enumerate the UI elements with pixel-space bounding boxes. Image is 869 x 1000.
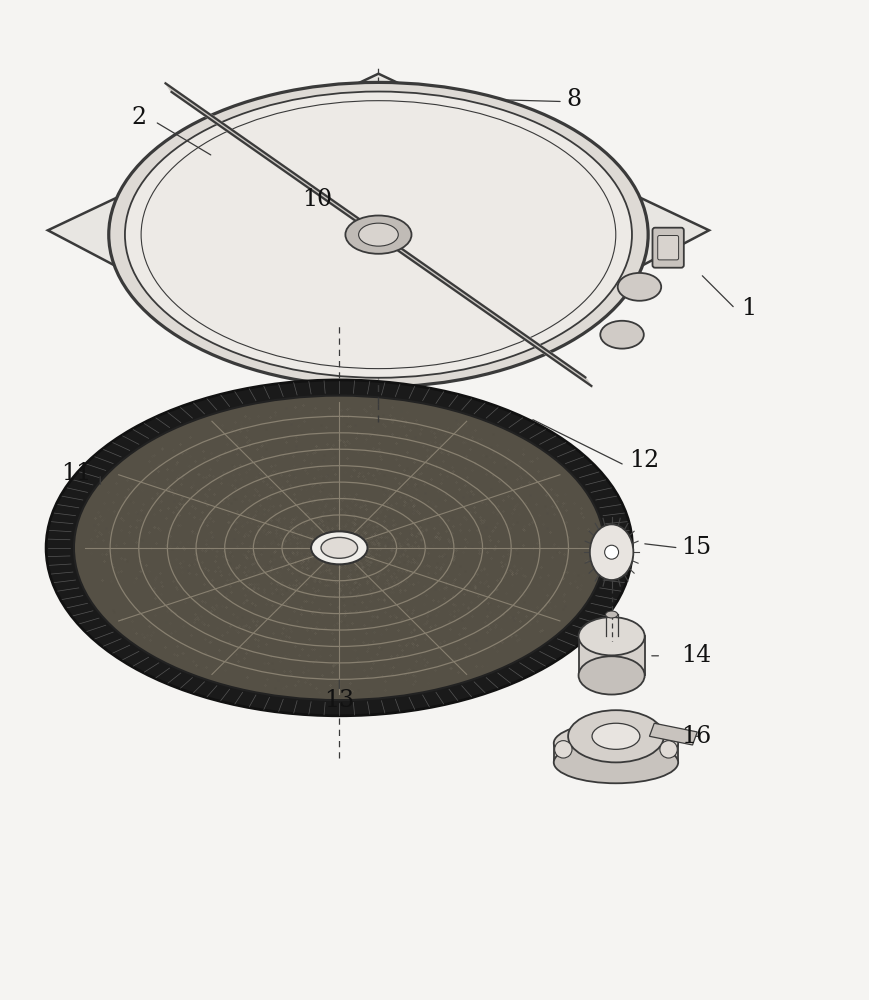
Polygon shape [164, 82, 592, 387]
Circle shape [604, 545, 618, 559]
Text: 10: 10 [302, 188, 332, 211]
Text: 16: 16 [680, 725, 710, 748]
Circle shape [554, 741, 572, 758]
Ellipse shape [592, 723, 640, 749]
Ellipse shape [589, 524, 633, 580]
Ellipse shape [74, 396, 604, 700]
Ellipse shape [46, 380, 632, 716]
Text: 12: 12 [628, 449, 658, 472]
Ellipse shape [554, 722, 678, 764]
Ellipse shape [109, 82, 647, 387]
Circle shape [660, 741, 677, 758]
Ellipse shape [554, 742, 678, 783]
Polygon shape [578, 636, 644, 675]
Ellipse shape [125, 92, 631, 378]
FancyBboxPatch shape [657, 236, 678, 260]
Ellipse shape [358, 223, 398, 246]
Ellipse shape [600, 321, 643, 349]
Ellipse shape [578, 656, 644, 695]
Ellipse shape [311, 531, 367, 564]
Text: 14: 14 [680, 644, 710, 667]
Ellipse shape [578, 617, 644, 655]
FancyBboxPatch shape [652, 228, 683, 268]
Text: 15: 15 [680, 536, 710, 559]
Polygon shape [48, 74, 708, 404]
Polygon shape [554, 743, 678, 762]
Ellipse shape [345, 216, 411, 254]
Ellipse shape [617, 273, 660, 301]
Text: 8: 8 [566, 88, 581, 111]
Text: 2: 2 [131, 106, 147, 129]
Ellipse shape [321, 537, 357, 558]
Ellipse shape [567, 710, 663, 762]
Text: 13: 13 [324, 689, 354, 712]
Ellipse shape [605, 611, 617, 618]
Text: 1: 1 [740, 297, 755, 320]
Polygon shape [648, 723, 697, 745]
Text: 11: 11 [62, 462, 91, 485]
